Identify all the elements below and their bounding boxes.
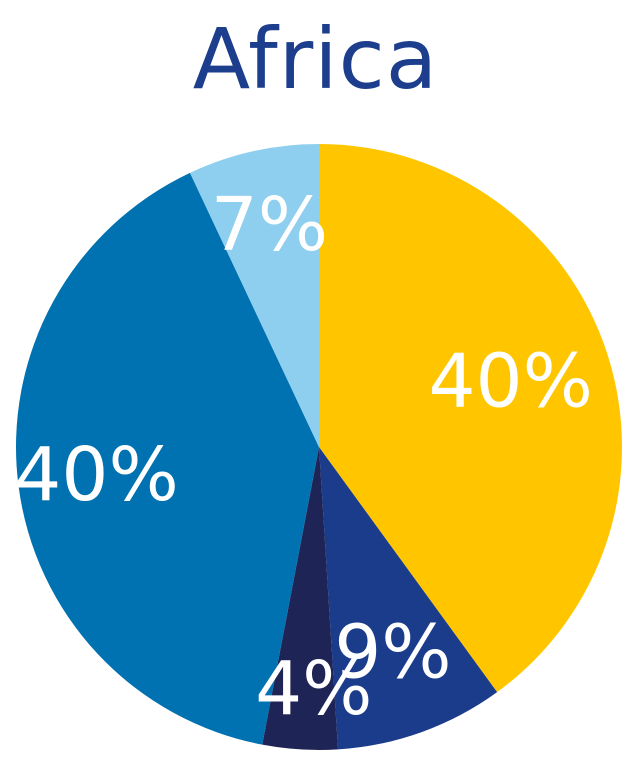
pie-slice-3 — [262, 447, 339, 751]
pie-slice-label-4: 40% — [14, 432, 178, 518]
pie-slice-2 — [319, 447, 498, 750]
pie-slice-5 — [189, 144, 319, 447]
pie-slice-label-5: 7% — [211, 182, 328, 268]
pie-slice-label-1: 40% — [428, 338, 592, 424]
chart-title: Africa — [192, 10, 439, 108]
pie-slice-1 — [319, 144, 623, 693]
pie-slice-label-3: 4% — [255, 646, 372, 732]
pie-slice-label-2: 9% — [334, 609, 451, 695]
pie-slice-4 — [15, 172, 319, 745]
